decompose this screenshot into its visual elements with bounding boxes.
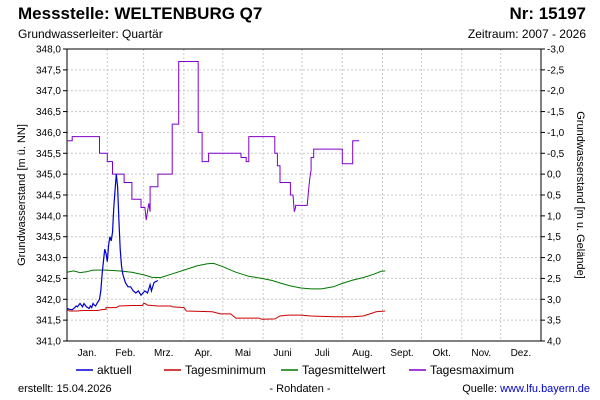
series-aktuell-line xyxy=(66,174,159,311)
series-tagesminimum-line xyxy=(66,303,386,320)
x-tick-label: Apr. xyxy=(194,348,212,359)
x-tick-label: Sept. xyxy=(390,348,413,359)
y-tick-label-right: 3,0 xyxy=(547,295,561,306)
y-tick-label-left: 345,0 xyxy=(36,170,61,181)
y-tick-label-left: 341,0 xyxy=(36,337,61,348)
created-date: erstellt: 15.04.2026 xyxy=(18,383,112,395)
aquifer-label: Grundwasserleiter: Quartär xyxy=(18,27,163,41)
y-tick-label-left: 346,5 xyxy=(36,107,61,118)
y-tick-label-right: 0,5 xyxy=(547,191,561,202)
y-tick-label-right: -3,0 xyxy=(547,45,565,56)
y-axis-title-left: Grundwasserstand [m ü. NN] xyxy=(16,124,28,266)
y-tick-label-right: 1,5 xyxy=(547,232,561,243)
y-tick-label-right: -0,5 xyxy=(547,149,565,160)
y-tick-label-left: 347,0 xyxy=(36,86,61,97)
period-label: Zeitraum: 2007 - 2026 xyxy=(467,27,586,41)
legend-tagesmittelwert-label: Tagesmittelwert xyxy=(302,363,386,377)
x-tick-label: Feb. xyxy=(115,348,135,359)
x-tick-label: Mrz. xyxy=(154,348,173,359)
y-tick-label-left: 342,0 xyxy=(36,295,61,306)
x-tick-label: Juli xyxy=(315,348,330,359)
y-tick-label-left: 344,5 xyxy=(36,191,61,202)
x-tick-label: Juni xyxy=(273,348,291,359)
y-tick-label-left: 345,5 xyxy=(36,149,61,160)
legend-aktuell-label: aktuell xyxy=(97,363,132,377)
x-tick-label: Okt. xyxy=(432,348,450,359)
legend-tagesmaximum-label: Tagesmaximum xyxy=(430,363,514,377)
source-link[interactable]: www.lfu.bayern.de xyxy=(500,383,590,395)
x-tick-label: Aug. xyxy=(352,348,373,359)
y-tick-label-left: 343,5 xyxy=(36,232,61,243)
x-tick-label: Jan. xyxy=(78,348,97,359)
y-tick-label-right: -2,5 xyxy=(547,65,565,76)
y-tick-label-right: -2,0 xyxy=(547,86,565,97)
y-tick-label-right: 0,0 xyxy=(547,170,561,181)
y-tick-label-left: 341,5 xyxy=(36,316,61,327)
raw-data-note: - Rohdaten - xyxy=(269,383,331,395)
y-tick-label-right: 2,0 xyxy=(547,253,561,264)
series-tagesmittelwert-line xyxy=(66,262,386,290)
y-tick-label-right: -1,0 xyxy=(547,128,565,139)
y-tick-label-right: 1,0 xyxy=(547,211,561,222)
source: Quelle: www.lfu.bayern.de xyxy=(462,383,590,395)
y-tick-label-left: 348,0 xyxy=(36,45,61,56)
x-tick-label: Nov. xyxy=(471,348,491,359)
station-number: Nr: 15197 xyxy=(509,4,586,23)
y-tick-label-left: 347,5 xyxy=(36,65,61,76)
page-title: Messstelle: WELTENBURG Q7 xyxy=(18,4,263,23)
y-tick-label-right: 2,5 xyxy=(547,274,561,285)
y-tick-label-left: 343,0 xyxy=(36,253,61,264)
y-axis-title-right: Grundwasserstand [m u. Gelände] xyxy=(574,111,586,279)
x-tick-label: Dez. xyxy=(511,348,532,359)
series-tagesmaximum-line xyxy=(67,61,360,221)
y-tick-label-left: 346,0 xyxy=(36,128,61,139)
y-tick-label-left: 344,0 xyxy=(36,211,61,222)
y-tick-label-right: 3,5 xyxy=(547,316,561,327)
x-tick-label: Mai xyxy=(235,348,251,359)
legend-tagesminimum-label: Tagesminimum xyxy=(185,363,266,377)
y-tick-label-right: -1,5 xyxy=(547,107,565,118)
y-tick-label-right: 4,0 xyxy=(547,337,561,348)
source-label: Quelle: xyxy=(462,383,501,395)
y-tick-label-left: 342,5 xyxy=(36,274,61,285)
